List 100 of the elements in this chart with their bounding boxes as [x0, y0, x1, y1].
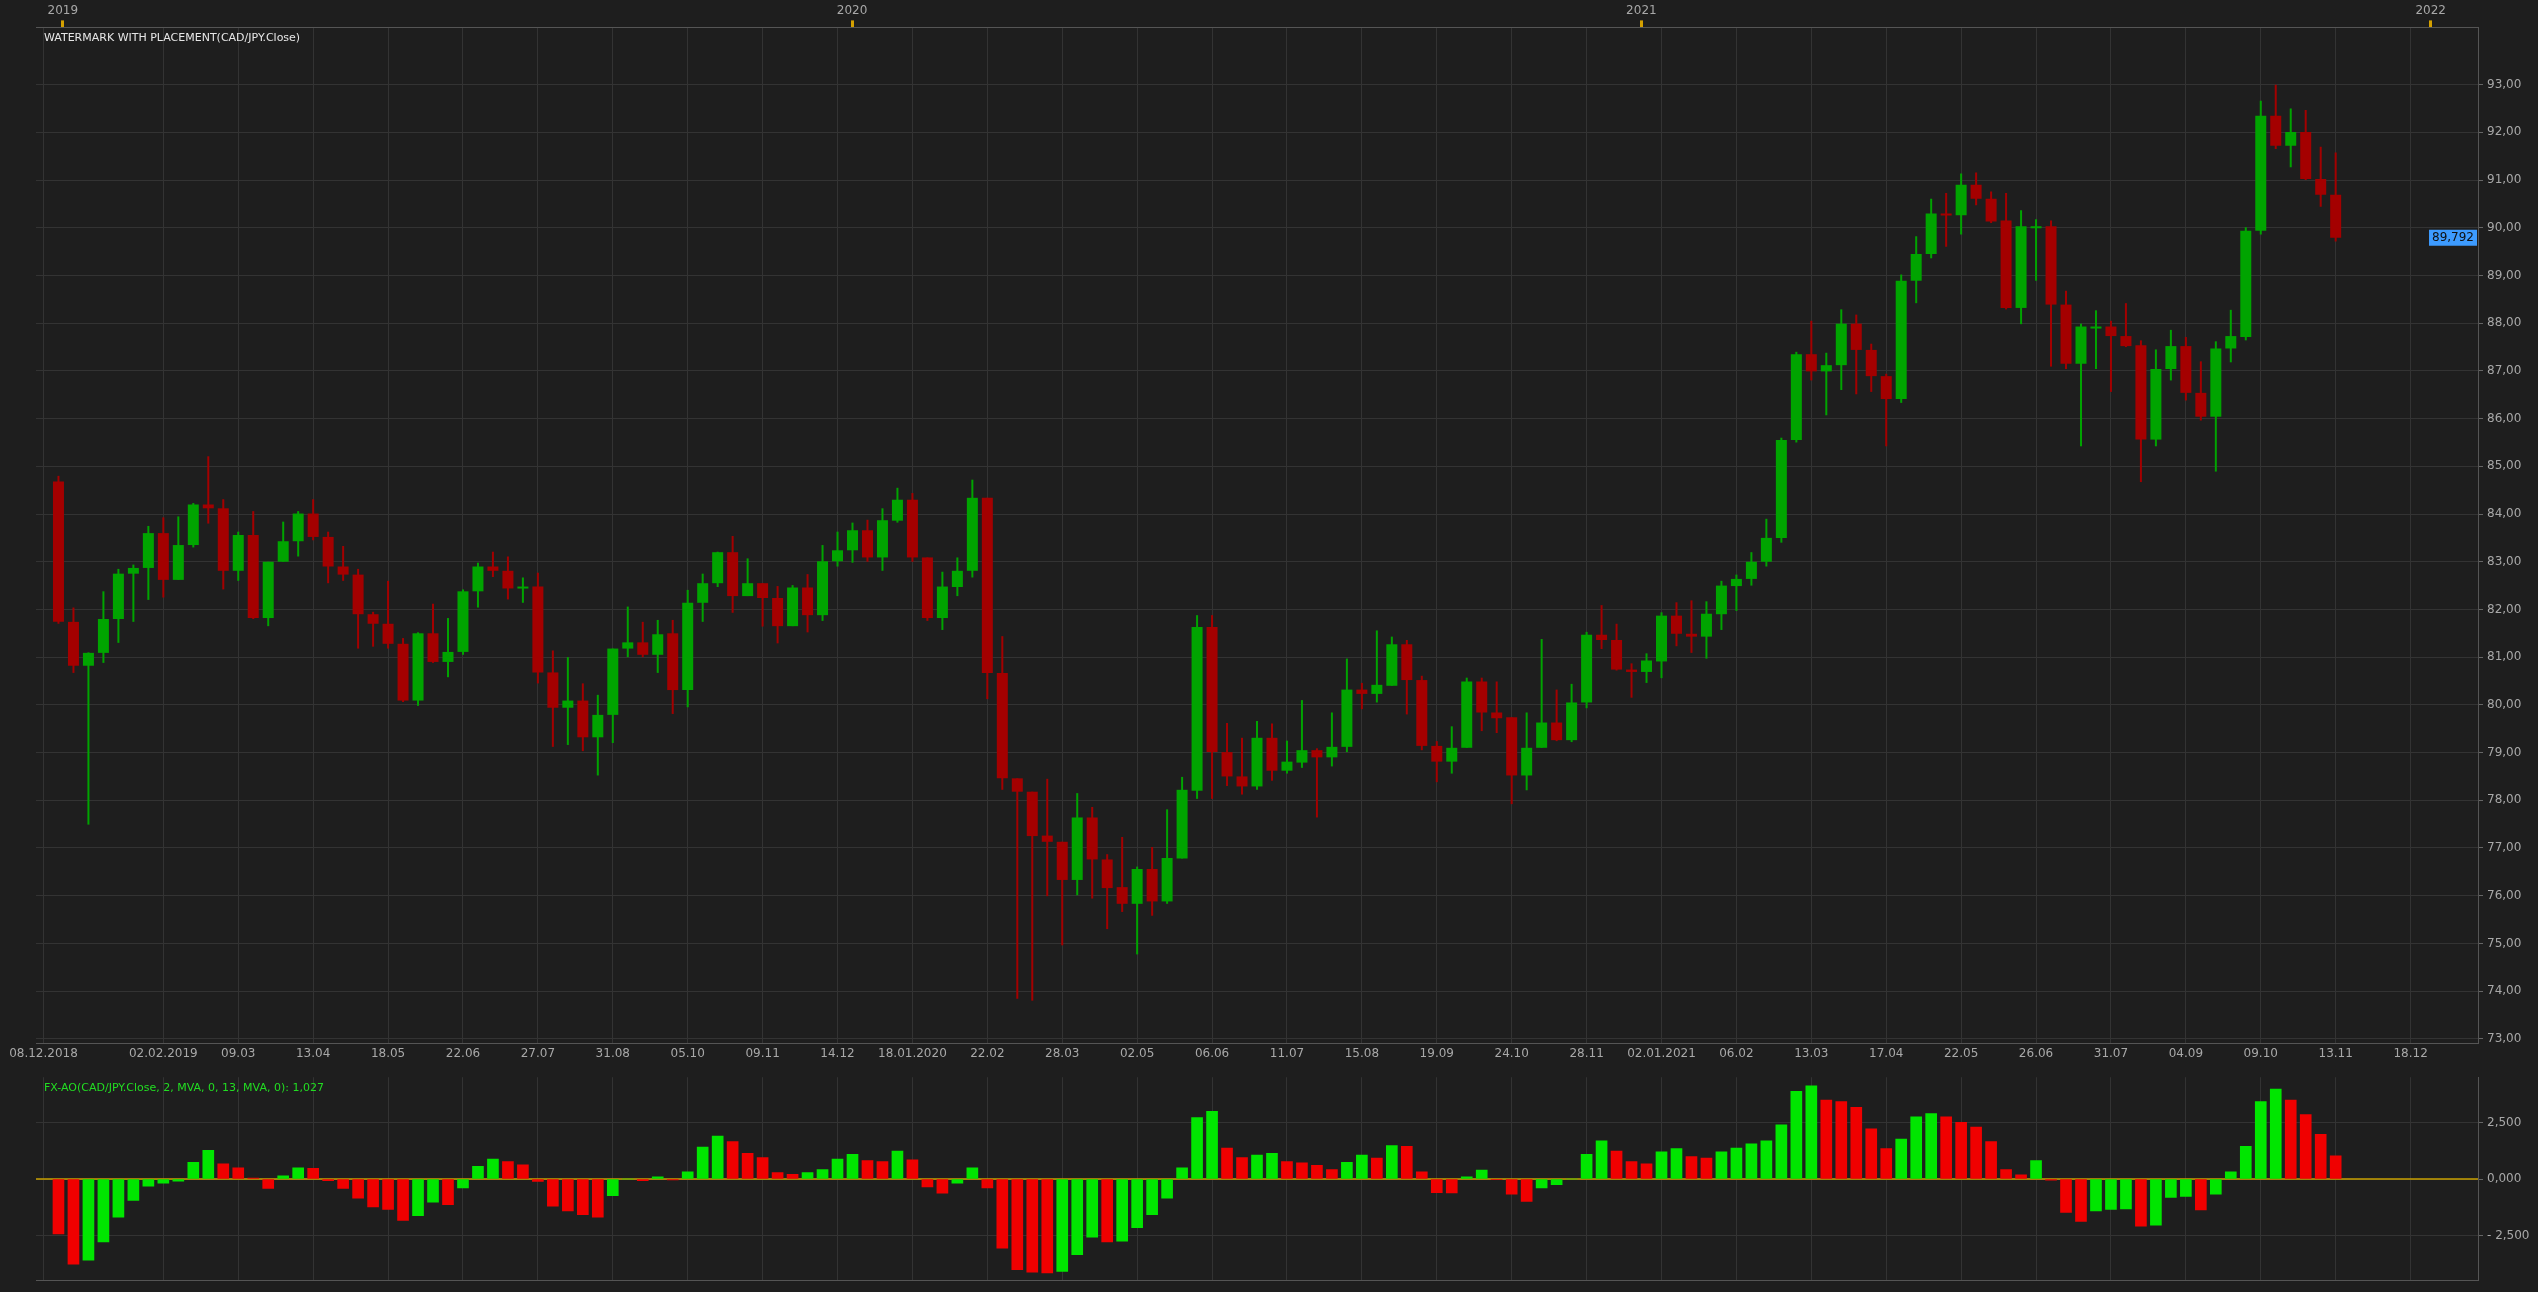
- candlestick: [1940, 192, 1952, 247]
- y-tick-label: - 2,500: [2487, 1227, 2530, 1242]
- bar: [142, 1179, 155, 1187]
- bar: [906, 1159, 919, 1179]
- bar: [187, 1161, 200, 1179]
- bar: [1371, 1157, 1383, 1179]
- bar: [1116, 1179, 1128, 1242]
- bar: [1700, 1157, 1713, 1179]
- bar: [2329, 1155, 2342, 1179]
- y-tick-label: 83,00: [2487, 553, 2522, 568]
- x-tick-label: 17.04: [1869, 1045, 1904, 1060]
- bar: [876, 1161, 889, 1179]
- bar: [1505, 1179, 1518, 1195]
- bar: [1400, 1146, 1413, 1179]
- bar: [367, 1179, 379, 1208]
- bar: [562, 1179, 574, 1212]
- bar: [1161, 1179, 1173, 1199]
- bar: [726, 1141, 739, 1179]
- bar: [591, 1179, 604, 1218]
- bar: [127, 1179, 140, 1201]
- bar: [1430, 1179, 1443, 1193]
- bar: [2060, 1179, 2072, 1213]
- bar: [651, 1176, 664, 1179]
- bar: [1176, 1167, 1188, 1179]
- bar: [951, 1179, 964, 1184]
- bar: [97, 1179, 110, 1243]
- x-tick-label: 31.08: [595, 1045, 630, 1060]
- y-tick-label: 87,00: [2487, 363, 2522, 378]
- bar: [1101, 1179, 1114, 1243]
- x2-tick-label: 2022: [2415, 3, 2446, 18]
- bar: [1311, 1165, 1323, 1179]
- x-tick-label: 28.11: [1569, 1045, 1604, 1060]
- bar: [2224, 1171, 2237, 1179]
- bar: [2000, 1169, 2012, 1179]
- bar: [1610, 1150, 1623, 1179]
- bar: [172, 1179, 185, 1182]
- bar: [2135, 1179, 2147, 1227]
- bar: [1685, 1156, 1698, 1179]
- y-tick-label: 76,00: [2487, 887, 2522, 902]
- bar: [52, 1179, 65, 1235]
- bar: [2299, 1114, 2312, 1179]
- y-tick-label: 92,00: [2487, 124, 2522, 139]
- bar: [1011, 1179, 1024, 1271]
- bar: [981, 1179, 994, 1189]
- x2-tick-label: 2021: [1626, 3, 1657, 18]
- bar: [2195, 1179, 2207, 1211]
- x-tick-label: 06.06: [1194, 1045, 1230, 1060]
- bar: [1925, 1113, 1937, 1179]
- bar: [1760, 1140, 1773, 1179]
- x-tick-label: 02.05: [1119, 1045, 1155, 1060]
- candlestick: [202, 456, 214, 524]
- candlestick: [517, 577, 529, 603]
- x-tick-label: 05.10: [670, 1045, 705, 1060]
- bar: [1820, 1099, 1833, 1179]
- x-tick-label: 31.07: [2093, 1045, 2129, 1060]
- x-tick-label: 18.01.2020: [878, 1045, 947, 1060]
- bar: [352, 1179, 364, 1199]
- bar: [606, 1179, 619, 1197]
- x-tick-label: 13.11: [2318, 1045, 2353, 1060]
- bar: [472, 1166, 484, 1179]
- bar: [1326, 1169, 1338, 1179]
- bar: [831, 1158, 844, 1179]
- bar: [547, 1179, 559, 1207]
- chart-title: FX-AO(CAD/JPY.Close, 2, MVA, 0, 13, MVA, 0): 1,027: [44, 1080, 324, 1094]
- y-tick-label: 89,00: [2487, 267, 2522, 282]
- bar: [1790, 1091, 1803, 1179]
- y-tick-label: 93,00: [2487, 76, 2522, 91]
- bar: [517, 1164, 529, 1179]
- bar: [1595, 1140, 1608, 1179]
- bar: [442, 1179, 454, 1205]
- bar: [1850, 1106, 1863, 1179]
- bar: [1715, 1151, 1728, 1179]
- x-tick-label: 22.02: [970, 1045, 1005, 1060]
- bar: [502, 1161, 514, 1179]
- bar: [1146, 1179, 1158, 1216]
- x-tick-label: 28.03: [1045, 1045, 1080, 1060]
- y-tick-label: 80,00: [2487, 696, 2522, 711]
- y-tick-label: 77,00: [2487, 840, 2522, 855]
- bar: [2120, 1179, 2132, 1210]
- bar: [1580, 1154, 1593, 1179]
- bar: [2239, 1146, 2252, 1179]
- bar: [1550, 1179, 1563, 1185]
- bar: [756, 1157, 769, 1179]
- bar: [1805, 1085, 1818, 1179]
- x-tick-label: 09.11: [745, 1045, 780, 1060]
- bar: [1386, 1145, 1398, 1179]
- bar: [112, 1179, 125, 1218]
- candlestick: [1311, 748, 1323, 818]
- y-tick-label: 74,00: [2487, 983, 2522, 998]
- bar: [1970, 1126, 1982, 1179]
- bar: [936, 1179, 949, 1194]
- bar: [337, 1179, 349, 1189]
- bar: [2150, 1179, 2162, 1226]
- bar: [681, 1171, 694, 1179]
- bar: [1041, 1179, 1054, 1274]
- candlestick: [1820, 352, 1832, 416]
- bar: [1955, 1122, 1967, 1179]
- bar: [2269, 1088, 2282, 1179]
- x-tick-label: 22.06: [445, 1045, 481, 1060]
- bar: [741, 1153, 754, 1179]
